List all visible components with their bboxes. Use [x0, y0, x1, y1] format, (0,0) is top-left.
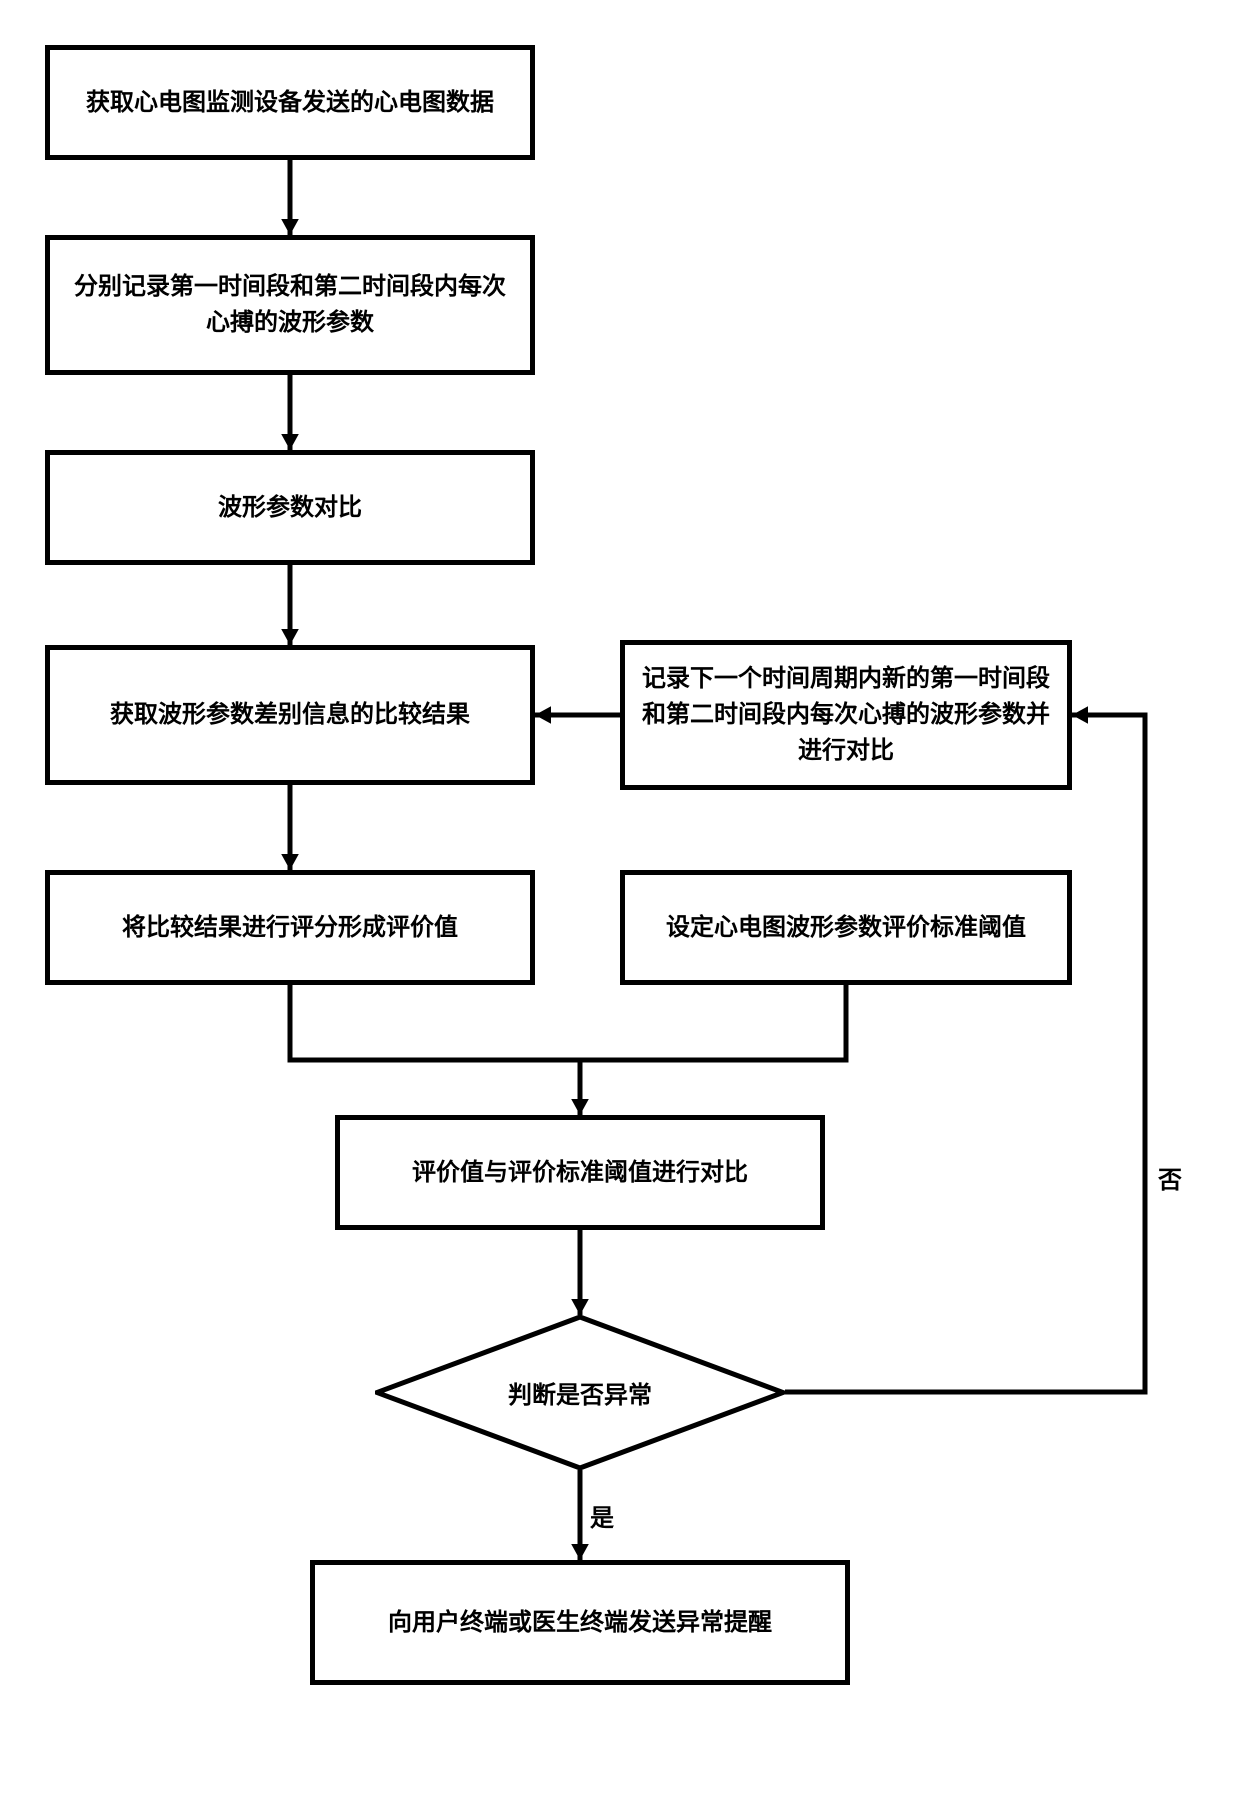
flow-node-label: 将比较结果进行评分形成评价值	[122, 910, 458, 946]
flow-node-n1: 获取心电图监测设备发送的心电图数据	[45, 45, 535, 160]
flow-node-n3: 波形参数对比	[45, 450, 535, 565]
flow-node-n7: 设定心电图波形参数评价标准阈值	[620, 870, 1072, 985]
flow-node-label: 向用户终端或医生终端发送异常提醒	[388, 1605, 772, 1641]
flow-node-n2: 分别记录第一时间段和第二时间段内每次心搏的波形参数	[45, 235, 535, 375]
flow-node-label: 获取波形参数差别信息的比较结果	[110, 697, 470, 733]
flow-decision-n9: 判断是否异常	[375, 1315, 785, 1470]
flow-node-label: 记录下一个时间周期内新的第一时间段和第二时间段内每次心搏的波形参数并进行对比	[641, 661, 1051, 769]
flow-node-label: 评价值与评价标准阈值进行对比	[412, 1155, 748, 1191]
flow-node-label: 获取心电图监测设备发送的心电图数据	[86, 85, 494, 121]
flow-node-n6: 记录下一个时间周期内新的第一时间段和第二时间段内每次心搏的波形参数并进行对比	[620, 640, 1072, 790]
flow-node-n4: 获取波形参数差别信息的比较结果	[45, 645, 535, 785]
flowchart-canvas: 是 否 获取心电图监测设备发送的心电图数据分别记录第一时间段和第二时间段内每次心搏的…	[0, 0, 1240, 1803]
flow-node-n5: 将比较结果进行评分形成评价值	[45, 870, 535, 985]
flow-node-label: 波形参数对比	[218, 490, 362, 526]
flow-decision-label: 判断是否异常	[375, 1315, 785, 1470]
edge-label: 否	[1158, 1160, 1182, 1195]
flow-node-label: 设定心电图波形参数评价标准阈值	[666, 910, 1026, 946]
flow-node-label: 分别记录第一时间段和第二时间段内每次心搏的波形参数	[66, 269, 514, 341]
flow-node-n8: 评价值与评价标准阈值进行对比	[335, 1115, 825, 1230]
edge-label: 是	[590, 1498, 614, 1533]
flow-node-n10: 向用户终端或医生终端发送异常提醒	[310, 1560, 850, 1685]
